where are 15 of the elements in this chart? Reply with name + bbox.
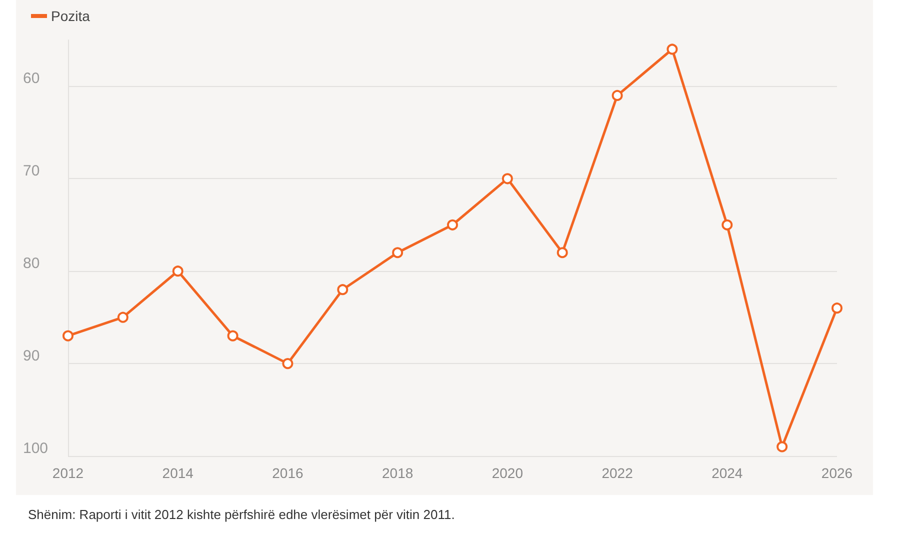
y-tick-label: 100: [23, 440, 48, 457]
x-tick-label: 2020: [492, 465, 524, 481]
y-tick-label: 80: [23, 255, 40, 272]
legend-label: Pozita: [51, 8, 90, 24]
x-tick-label: 2026: [821, 465, 853, 481]
y-tick-label: 70: [23, 162, 40, 180]
y-tick-label: 60: [23, 70, 40, 88]
y-tick-label: 90: [23, 348, 40, 365]
x-tick-label: 2024: [712, 465, 743, 481]
x-tick-label: 2022: [602, 465, 634, 481]
x-tick-label: 2018: [382, 465, 414, 481]
x-tick-label: 2016: [272, 465, 304, 481]
text: Shënim: Raporti i vitit 2012 kishte përfshirë edhe vlerësimet për vitin 2011.: [28, 507, 455, 522]
x-tick-label: 2014: [162, 465, 194, 481]
x-tick-label: 2012: [52, 465, 84, 481]
